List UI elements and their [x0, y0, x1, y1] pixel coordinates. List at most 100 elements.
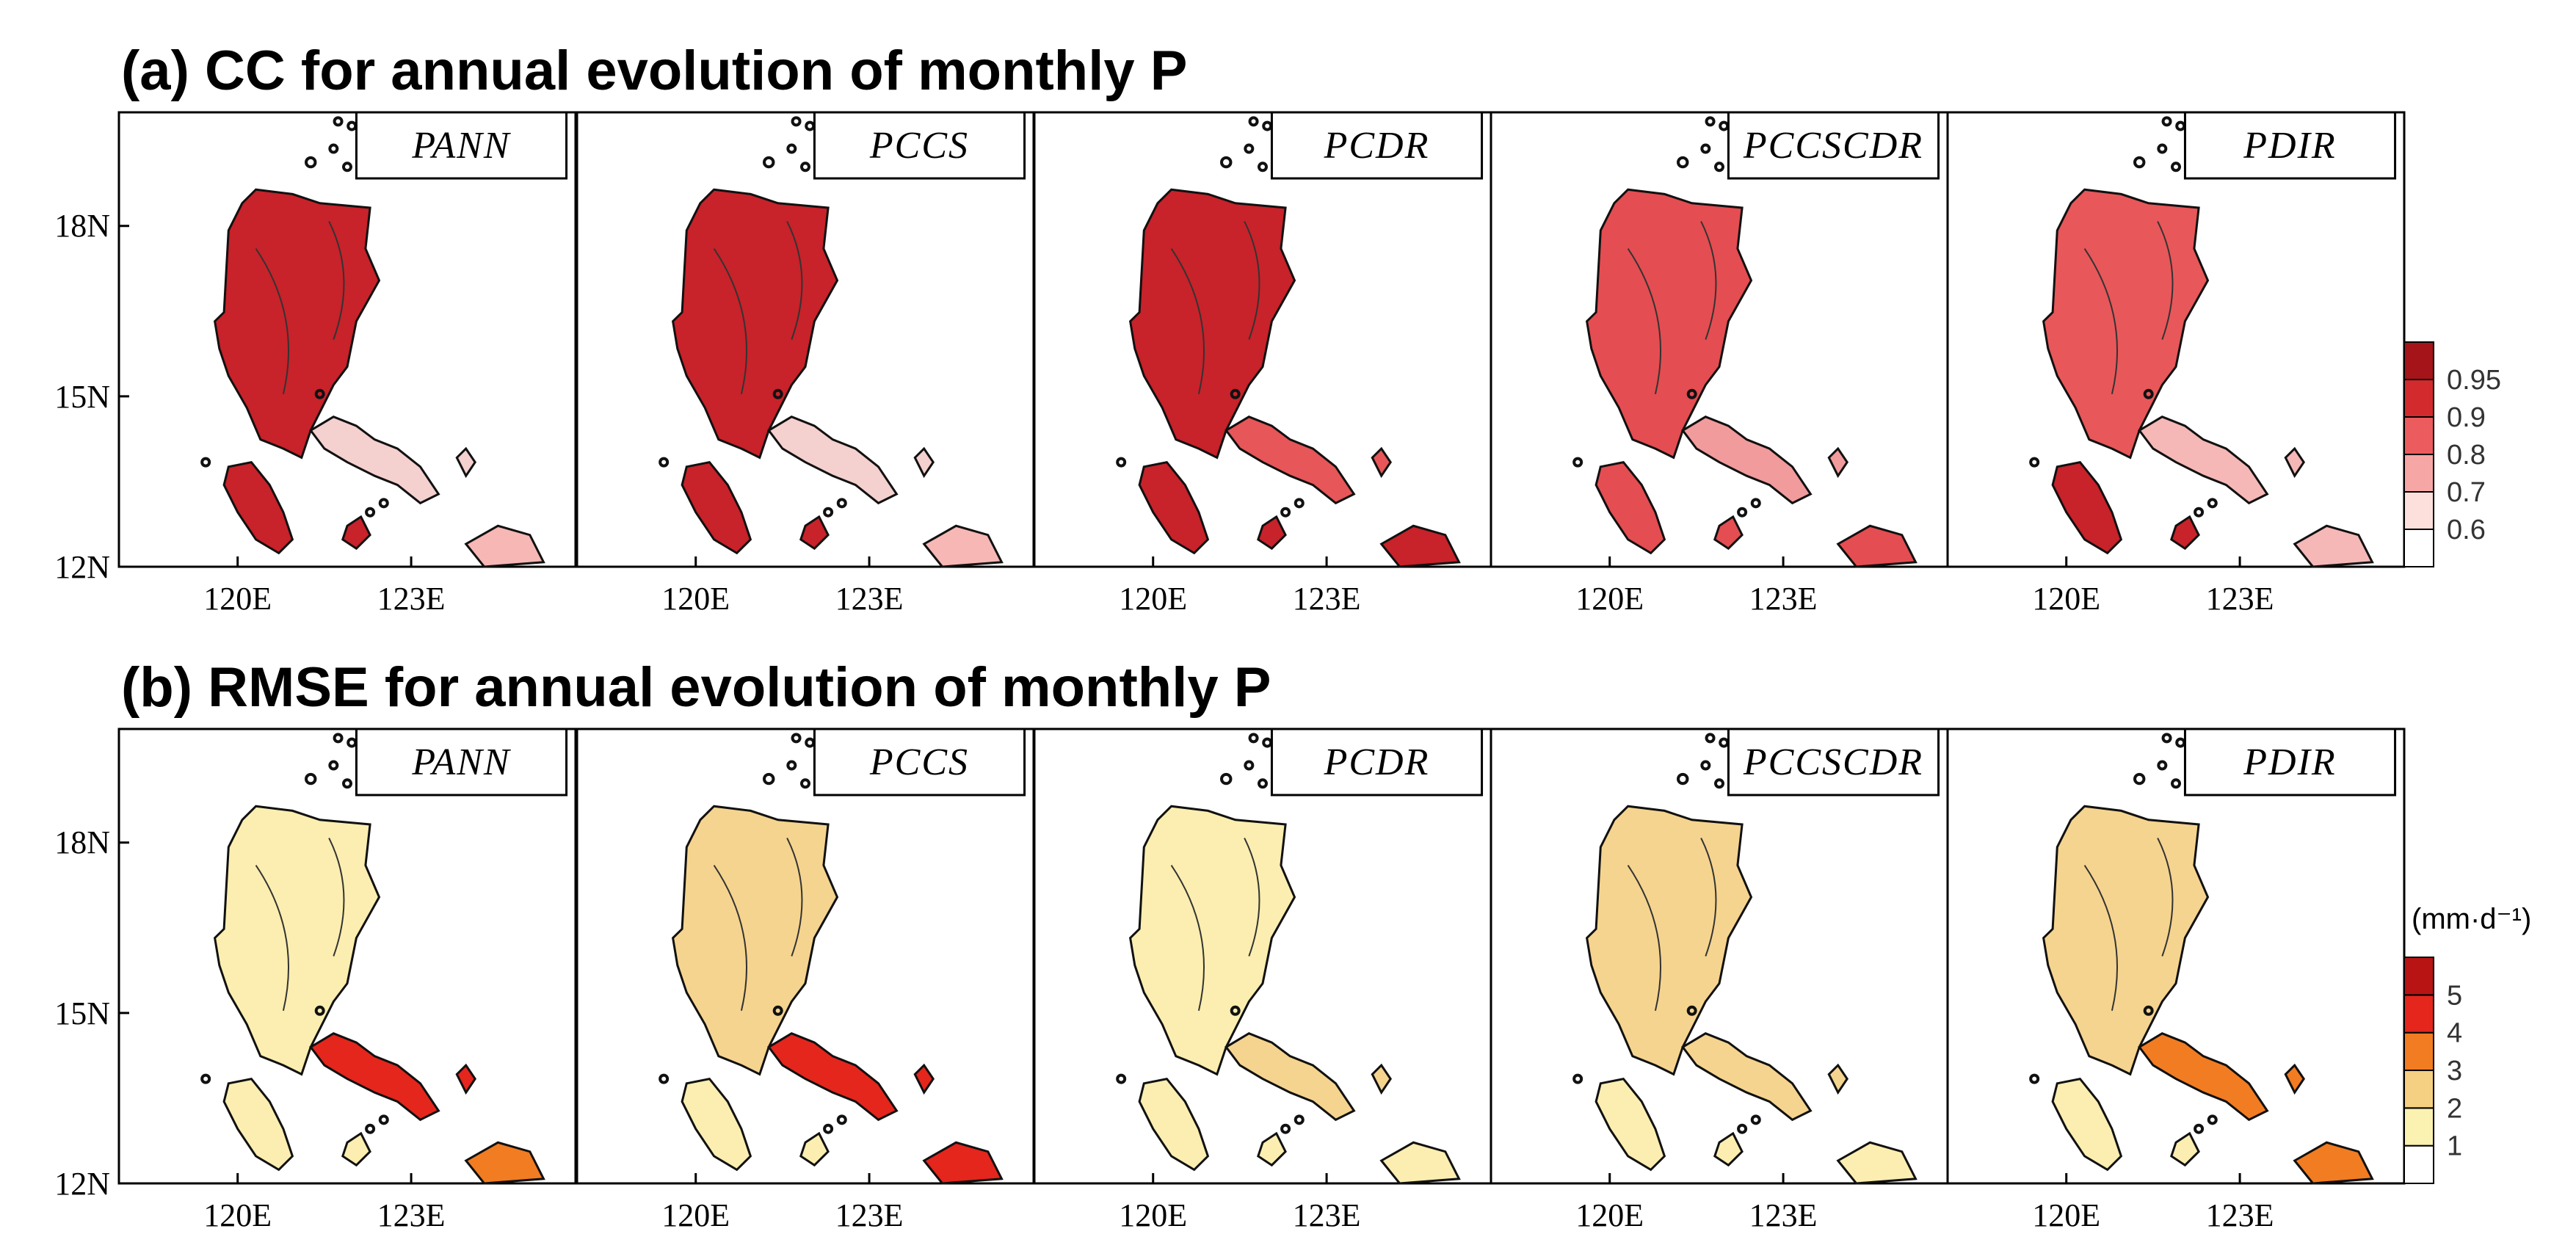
- islet-outline: [2207, 1114, 2218, 1125]
- colorbar-tick-label: 0.9: [2447, 402, 2486, 433]
- contour-line: [2083, 865, 2118, 1012]
- lon-label: 123E: [1749, 581, 1818, 617]
- colorbar-tick-label: 0.7: [2447, 477, 2486, 508]
- islet-outline: [365, 1123, 376, 1134]
- colorbar-segment: [2403, 957, 2434, 996]
- colorbar-segment: [2403, 994, 2434, 1034]
- colorbar-tick-label: 0.6: [2447, 515, 2486, 545]
- island-outline: [2170, 515, 2200, 551]
- lon-label: 123E: [1749, 1197, 1818, 1233]
- panel-label-box: [813, 111, 1026, 180]
- lon-label: 120E: [203, 1197, 272, 1233]
- row-a-lat-15n: 15N: [54, 379, 110, 415]
- islet-outline: [328, 143, 339, 154]
- islet-outline: [1116, 1073, 1127, 1084]
- luzon-region: [1585, 188, 1753, 460]
- lon-label: 123E: [835, 1197, 904, 1233]
- contour-line: [1700, 221, 1717, 340]
- islet-outline: [1714, 778, 1724, 789]
- islet-outline: [1116, 457, 1127, 468]
- colorbar-segment: [2403, 1070, 2434, 1109]
- luzon-region: [2042, 188, 2210, 460]
- row-b-lat-labels: 18N 15N 12N: [54, 824, 110, 1202]
- luzon-region: [1128, 188, 1296, 460]
- islet-outline: [823, 507, 834, 518]
- mindoro-region: [1138, 460, 1210, 555]
- mindoro-region: [1138, 1077, 1210, 1172]
- row-a-colorbar: 0.6 0.7 0.8 0.9 0.95: [2403, 341, 2501, 567]
- samar-region: [1836, 524, 1918, 568]
- islet-outline: [658, 1073, 670, 1084]
- bicol-region: [308, 1032, 440, 1122]
- panel-label-box: [1727, 111, 1940, 180]
- row-b-title: (b) RMSE for annual evolution of monthly…: [121, 656, 1271, 719]
- map-panel: PANN 120E 123E: [117, 111, 577, 617]
- islet-outline: [1750, 1114, 1761, 1125]
- lon-label: 120E: [2032, 581, 2100, 617]
- row-b-lat-15n: 15N: [54, 995, 110, 1031]
- lon-label: 123E: [377, 581, 446, 617]
- islet-outline: [2194, 1123, 2205, 1134]
- map-panel: PCDR 120E 123E: [1033, 111, 1492, 617]
- contour-line: [713, 865, 747, 1012]
- samar-region: [2293, 1141, 2374, 1185]
- islet-outline: [333, 733, 344, 744]
- bicol-region: [2137, 1032, 2269, 1122]
- mindoro-region: [222, 1077, 294, 1172]
- islet-outline: [2133, 156, 2146, 169]
- contour-line: [255, 865, 289, 1012]
- islet-outline: [1705, 733, 1716, 744]
- islet-outline: [2133, 772, 2146, 785]
- map-panel: PANN 120E 123E: [117, 728, 577, 1233]
- islet-outline: [2029, 457, 2040, 468]
- lon-label: 120E: [661, 1197, 730, 1233]
- contour-line: [713, 248, 747, 395]
- colorbar-tick-label: 1: [2447, 1131, 2462, 1162]
- islet-outline: [2143, 388, 2154, 399]
- row-b-lat-12n: 12N: [54, 1166, 110, 1202]
- islet-outline: [1714, 162, 1724, 173]
- colorbar-segment: [2403, 416, 2434, 455]
- lon-label: 120E: [2032, 1197, 2100, 1233]
- lon-label: 123E: [1293, 581, 1361, 617]
- islet-outline: [378, 1114, 389, 1125]
- islet-outline: [2207, 498, 2218, 509]
- islet-outline: [791, 116, 802, 127]
- islet-outline: [1737, 1123, 1748, 1134]
- panel-label-box: [355, 728, 568, 797]
- islet-outline: [836, 498, 847, 509]
- islet-outline: [365, 507, 376, 518]
- luzon-region: [213, 188, 381, 460]
- island-outline: [1827, 1063, 1849, 1095]
- island-outline: [1371, 1063, 1393, 1095]
- bicol-region: [766, 1032, 899, 1122]
- colorbar-tick-label: 3: [2447, 1056, 2462, 1086]
- colorbar-segment: [2403, 341, 2434, 380]
- lon-label: 123E: [377, 1197, 446, 1233]
- islet-outline: [1280, 1123, 1291, 1134]
- lon-label: 120E: [1119, 1197, 1187, 1233]
- island-outline: [799, 515, 830, 551]
- islet-outline: [1700, 760, 1711, 771]
- islet-outline: [772, 388, 783, 399]
- islet-outline: [763, 156, 775, 169]
- contour-line: [328, 838, 345, 957]
- islet-outline: [314, 1005, 325, 1016]
- islet-outline: [1572, 457, 1583, 468]
- islet-outline: [1686, 388, 1697, 399]
- contour-line: [328, 221, 345, 340]
- contour-line: [255, 248, 289, 395]
- panel-label: PCCS: [869, 741, 969, 783]
- colorbar-tick-label: 2: [2447, 1093, 2462, 1124]
- islet-outline: [791, 733, 802, 744]
- islet-outline: [2194, 507, 2205, 518]
- islet-outline: [1572, 1073, 1583, 1084]
- panel-label: PANN: [411, 125, 512, 167]
- row-a-lat-18n: 18N: [54, 208, 110, 244]
- map-panel: PCCS 120E 123E: [576, 728, 1035, 1233]
- islet-outline: [1737, 507, 1748, 518]
